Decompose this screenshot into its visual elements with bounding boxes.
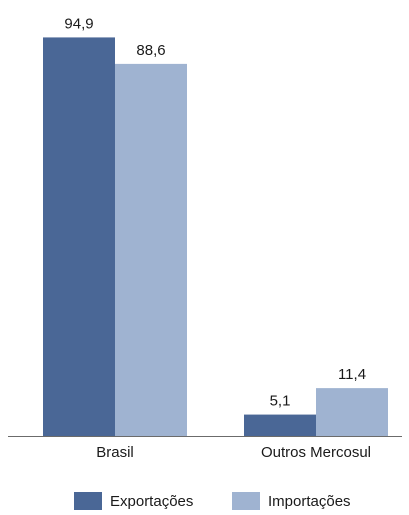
bar-outros-mercosul-exportacoes bbox=[244, 414, 316, 436]
bar-outros-mercosul-importacoes bbox=[316, 388, 388, 436]
legend: Exportações Importações bbox=[74, 492, 351, 510]
data-label-outros-mercosul-exportacoes: 5,1 bbox=[270, 393, 291, 410]
legend-label-importacoes: Importações bbox=[268, 493, 351, 510]
category-labels-layer: Brasil Outros Mercosul bbox=[96, 444, 371, 461]
legend-swatch-importacoes bbox=[232, 492, 260, 510]
bar-brasil-exportacoes bbox=[43, 37, 115, 437]
category-label-outros-mercosul: Outros Mercosul bbox=[261, 444, 371, 461]
data-label-brasil-exportacoes: 94,9 bbox=[64, 15, 93, 32]
bars-layer bbox=[43, 37, 388, 437]
bar-brasil-importacoes bbox=[115, 63, 187, 436]
data-label-outros-mercosul-importacoes: 11,4 bbox=[338, 366, 366, 383]
category-label-brasil: Brasil bbox=[96, 444, 134, 461]
value-labels-layer: 94,9 88,6 5,1 11,4 bbox=[64, 15, 366, 409]
legend-swatch-exportacoes bbox=[74, 492, 102, 510]
legend-label-exportacoes: Exportações bbox=[110, 493, 193, 510]
data-label-brasil-importacoes: 88,6 bbox=[136, 42, 165, 59]
